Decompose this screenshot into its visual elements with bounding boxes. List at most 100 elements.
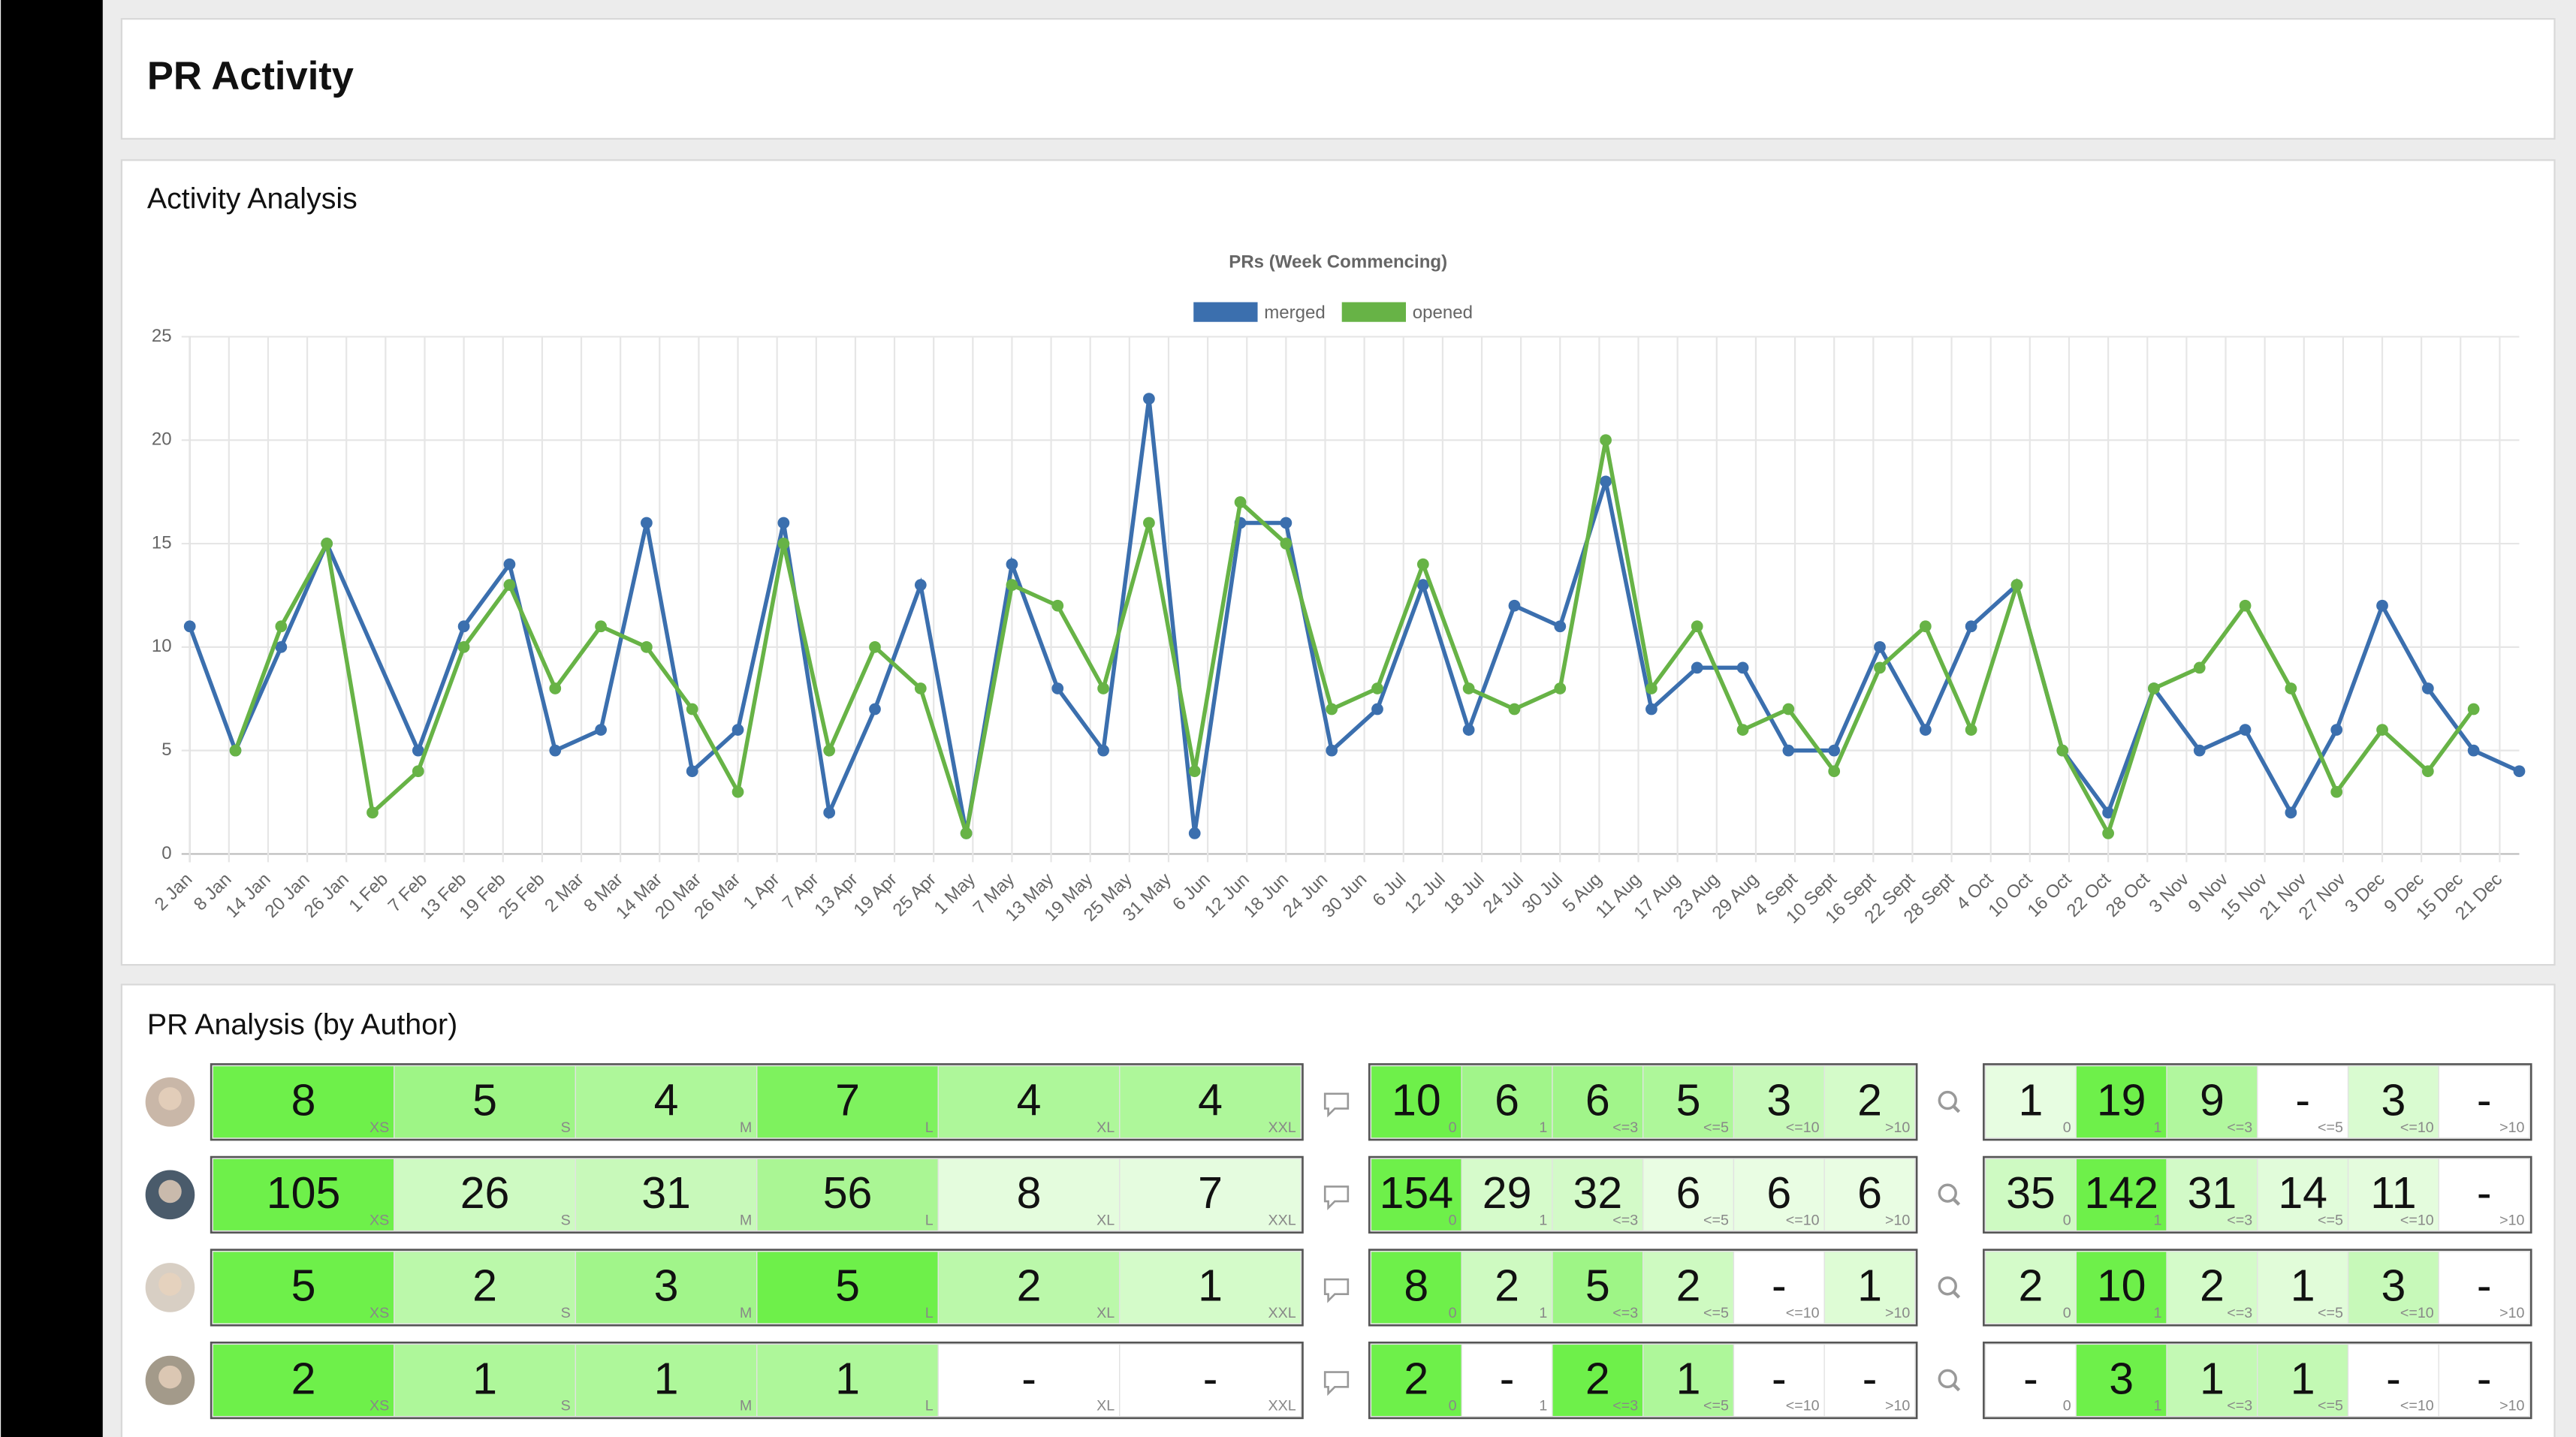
cell-value: 8 [1404,1261,1428,1311]
cell [575,1158,758,1232]
cell-label: <=3 [1612,1213,1638,1229]
cell [1552,1158,1644,1232]
cell-label: L [925,1213,934,1229]
cell-label: S [561,1398,571,1414]
cell-label: 0 [1449,1119,1457,1136]
cell [1119,1343,1302,1417]
cell [212,1343,395,1417]
cell-label: 0 [1449,1305,1457,1321]
cell [2257,1343,2349,1417]
data-point [1782,703,1795,715]
cell-value: 4 [1017,1076,1042,1125]
data-point [1874,661,1886,674]
cell [1461,1065,1553,1139]
cell-label: 0 [1449,1213,1457,1229]
cell-label: <=10 [2400,1305,2434,1321]
cell-label: XXL [1268,1398,1296,1414]
legend-label: merged [1264,303,1326,323]
cell-value: 5 [1676,1076,1701,1125]
data-point [2193,744,2206,757]
cell-value: 6 [1766,1168,1791,1218]
cell [1119,1158,1302,1232]
cell-label: <=5 [1703,1119,1729,1136]
cell-value: - [2477,1354,2492,1403]
cell [2347,1158,2439,1232]
cell-label: <=3 [2227,1398,2252,1414]
cell-value: 4 [654,1076,679,1125]
cell [1984,1065,2077,1139]
cell-value: - [2386,1354,2401,1403]
cell-value: 2 [1404,1354,1428,1403]
cell-label: XL [1096,1213,1115,1229]
comment-icon [1323,1092,1350,1118]
cell-value: 10 [2097,1261,2146,1311]
cell-label: <=5 [2318,1305,2343,1321]
cell-value: 1 [2200,1354,2225,1403]
cell [1552,1343,1644,1417]
cell [1823,1251,1916,1324]
cell-value: 6 [1676,1168,1701,1218]
cell [756,1251,939,1324]
cell-label: <=10 [2400,1119,2434,1136]
cell-label: M [740,1119,752,1136]
data-point [1554,620,1567,633]
data-point [1051,682,1064,694]
cell-label: >10 [2499,1119,2524,1136]
cell-label: 0 [2063,1213,2071,1229]
cell [2257,1251,2349,1324]
cell-label: <=10 [1786,1213,1820,1229]
review-icon [1938,1369,1957,1389]
avatar-face [158,1365,182,1389]
data-point [1965,724,1977,736]
cell-label: 1 [2154,1398,2162,1414]
cell [2166,1343,2258,1417]
cell [1370,1343,1462,1417]
cell [1461,1158,1553,1232]
cell-label: XS [370,1213,389,1229]
data-point [412,744,424,757]
review-icon [1938,1090,1957,1110]
data-point [686,703,698,715]
cell-value: 5 [835,1261,860,1311]
cell [212,1251,395,1324]
data-point [1600,475,1612,488]
data-point [1462,724,1475,736]
data-point [2102,806,2114,819]
y-tick-label: 15 [152,532,172,553]
review-icon [1938,1276,1957,1296]
cell-label: XXL [1268,1119,1296,1136]
data-point [2467,703,2480,715]
cell [1984,1251,2077,1324]
cell-label: 1 [2154,1213,2162,1229]
data-point [275,640,288,653]
cell-value: 154 [1380,1168,1454,1218]
cell-label: <=3 [2227,1305,2252,1321]
cell-value: 6 [1857,1168,1882,1218]
data-point [1645,682,1658,694]
review-icon-handle [1953,1291,1961,1299]
cell-label: <=3 [1612,1398,1638,1414]
data-point [2193,661,2206,674]
cell-value: 2 [1676,1261,1701,1311]
cell-value: 3 [2109,1354,2134,1403]
cell [1823,1065,1916,1139]
card-heading: Activity Analysis [147,182,357,215]
data-point [2285,682,2297,694]
data-point [1097,682,1109,694]
cell-value: - [2477,1076,2492,1125]
cell-value: - [1772,1261,1787,1311]
data-point [1280,517,1293,529]
data-point [2010,579,2023,592]
cell-value: 4 [1198,1076,1223,1125]
cell-value: 1 [1857,1261,1882,1311]
data-point [1919,620,1932,633]
cell [575,1343,758,1417]
cell-value: 2 [1495,1261,1519,1311]
data-point [1736,661,1749,674]
data-point [503,579,516,592]
avatar-face [158,1273,182,1296]
page-title: PR Activity [147,54,354,98]
cell [2438,1158,2530,1232]
cell [2438,1251,2530,1324]
